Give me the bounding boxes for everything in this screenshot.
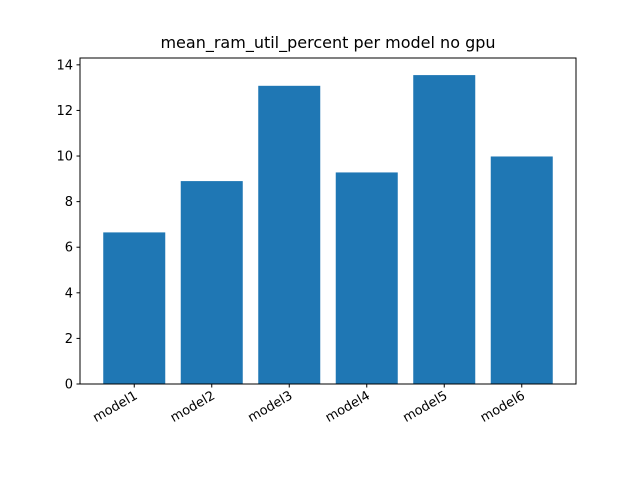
y-tick-label: 6 bbox=[65, 241, 73, 256]
plot-frame bbox=[79, 57, 577, 385]
y-tick-label: 10 bbox=[56, 150, 73, 165]
bar-model2 bbox=[180, 181, 243, 384]
chart-title: mean_ram_util_percent per model no gpu bbox=[160, 33, 496, 52]
y-tick-label: 2 bbox=[65, 332, 73, 347]
bar-model4 bbox=[335, 172, 398, 384]
x-tick-label-model2: model2 bbox=[168, 388, 218, 425]
bar-model1 bbox=[103, 232, 166, 384]
x-axis: model1 model2 model3 model4 model5 model6 bbox=[91, 384, 528, 426]
bars-layer bbox=[103, 75, 553, 384]
y-tick-label: 8 bbox=[65, 195, 73, 210]
y-axis: 0 2 4 6 8 10 12 14 bbox=[56, 58, 80, 393]
y-tick-label: 4 bbox=[65, 286, 73, 301]
x-tick-label-model6: model6 bbox=[478, 388, 528, 425]
x-tick-label-model4: model4 bbox=[323, 388, 373, 425]
x-tick-label-model3: model3 bbox=[246, 388, 296, 425]
bar-model6 bbox=[490, 156, 553, 384]
y-tick-label: 0 bbox=[65, 378, 73, 393]
bar-model5 bbox=[413, 75, 476, 384]
y-tick-label: 12 bbox=[56, 104, 73, 119]
y-tick-label: 14 bbox=[56, 58, 73, 73]
x-tick-label-model1: model1 bbox=[91, 388, 141, 425]
x-tick-label-model5: model5 bbox=[401, 388, 451, 425]
bar-model3 bbox=[258, 85, 321, 384]
